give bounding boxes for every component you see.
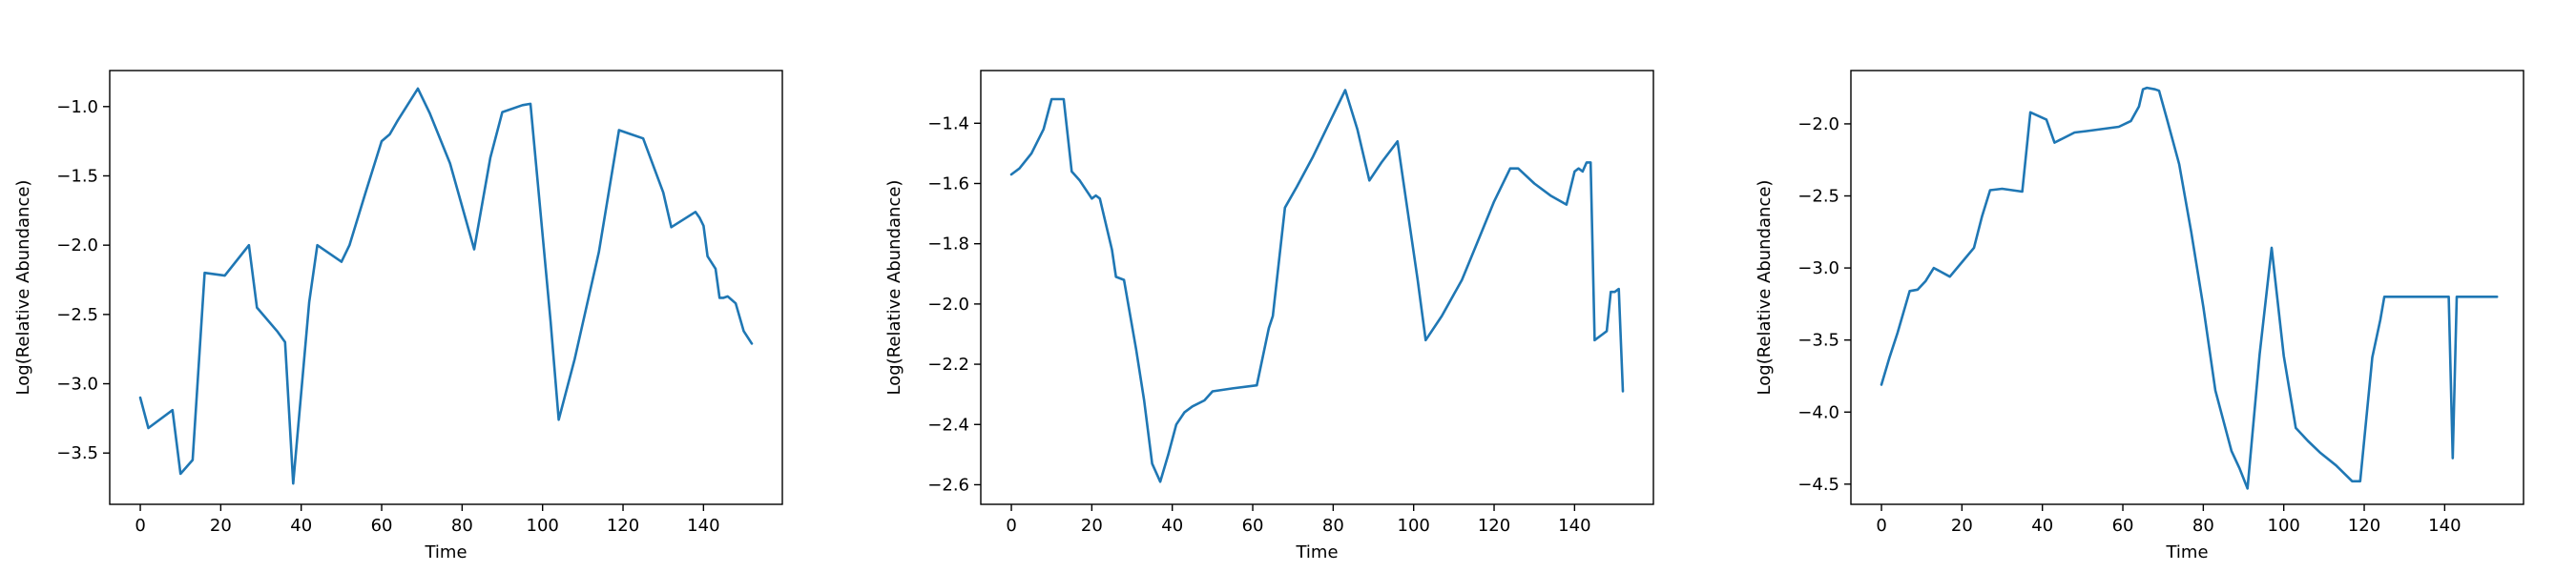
x-axis-label: Time	[2165, 542, 2208, 562]
series-line	[1009, 89, 1625, 483]
x-tick-label: 20	[1951, 516, 1973, 536]
y-tick-label: −2.4	[927, 415, 969, 435]
y-tick-label: −2.0	[1797, 114, 1839, 134]
x-tick-label: 20	[210, 516, 232, 536]
y-tick-label: −1.4	[927, 113, 969, 133]
y-tick-label: −1.0	[56, 97, 98, 117]
y-tick-label: −2.5	[1797, 187, 1839, 207]
y-tick-label: −1.6	[927, 174, 969, 194]
x-tick-label: 120	[2348, 516, 2380, 536]
y-tick-label: −4.5	[1797, 475, 1839, 495]
y-tick-label: −3.0	[1797, 258, 1839, 278]
x-tick-label: 0	[1876, 516, 1886, 536]
x-tick-label: 60	[1242, 516, 1264, 536]
y-tick-label: −1.5	[56, 166, 98, 186]
x-tick-label: 0	[1006, 516, 1016, 536]
y-axis-label: Log(Relative Abundance)	[13, 180, 33, 396]
series-line	[138, 87, 754, 485]
axes-frame	[980, 70, 1654, 505]
x-tick-label: 60	[371, 516, 393, 536]
x-tick-label: 120	[1478, 516, 1510, 536]
series-line	[1880, 86, 2499, 490]
x-tick-label: 40	[1161, 516, 1183, 536]
y-tick-label: −2.6	[927, 475, 969, 495]
x-tick-label: 80	[2192, 516, 2214, 536]
x-tick-label: 80	[1322, 516, 1344, 536]
x-tick-label: 140	[687, 516, 719, 536]
chart-panel-3: 0 20 40 60 80 100 120 140 −4.5 −4.0 −3.5 −3.0 −2.5 −2…	[1755, 70, 2524, 562]
y-tick-label: −3.5	[56, 443, 98, 463]
x-tick-label: 0	[135, 516, 145, 536]
x-tick-label: 140	[1558, 516, 1590, 536]
y-tick-label: −3.0	[56, 375, 98, 395]
y-tick-label: −1.8	[927, 235, 969, 255]
x-tick-label: 100	[2268, 516, 2300, 536]
y-tick-label: −4.0	[1797, 402, 1839, 422]
x-tick-label: 120	[607, 516, 639, 536]
x-tick-label: 40	[2031, 516, 2053, 536]
x-axis-label: Time	[1295, 542, 1338, 562]
x-tick-label: 100	[1398, 516, 1430, 536]
y-tick-label: −3.5	[1797, 331, 1839, 351]
x-tick-label: 80	[451, 516, 473, 536]
x-tick-label: 20	[1081, 516, 1103, 536]
x-axis-label: Time	[424, 542, 467, 562]
chart-panel-1: 0 20 40 60 80 100 120 140 −3.5 −3.0 −2.5 −2.0 −1.5 −1…	[13, 70, 783, 562]
y-axis-label: Log(Relative Abundance)	[1755, 180, 1775, 396]
x-tick-label: 40	[290, 516, 312, 536]
axes-frame	[1850, 70, 2524, 505]
y-tick-label: −2.0	[56, 235, 98, 255]
y-axis-label: Log(Relative Abundance)	[884, 180, 904, 396]
x-tick-label: 100	[527, 516, 559, 536]
y-tick-label: −2.5	[56, 305, 98, 325]
y-tick-label: −2.0	[927, 295, 969, 315]
axes-frame	[109, 70, 783, 505]
y-tick-label: −2.2	[927, 355, 969, 375]
x-tick-label: 140	[2428, 516, 2461, 536]
x-tick-label: 60	[2112, 516, 2134, 536]
chart-panel-2: 0 20 40 60 80 100 120 140 −2.6 −2.4 −2.2 −2.0 −1.8 −1…	[884, 70, 1654, 562]
